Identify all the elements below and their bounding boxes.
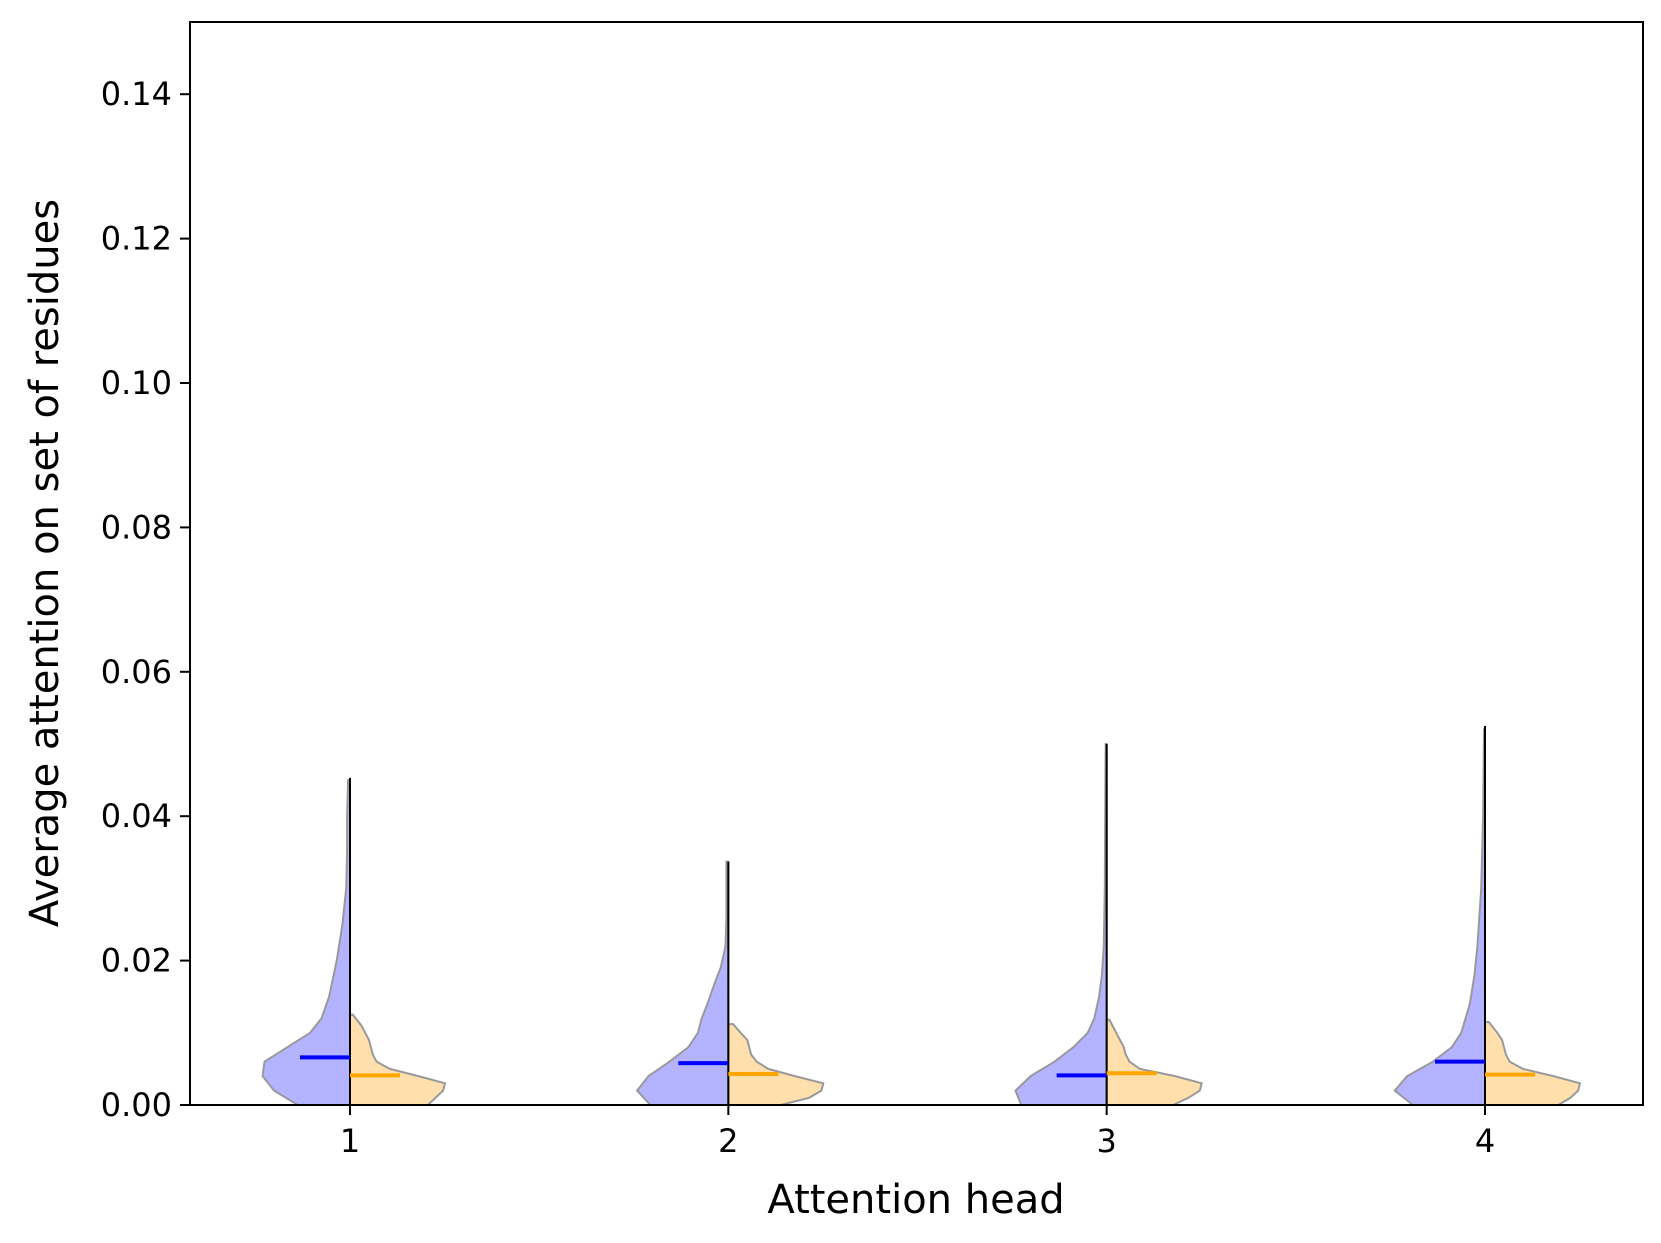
violin-left-half <box>1014 743 1108 1106</box>
y-axis-label: Average attention on set of residues <box>22 199 68 927</box>
x-axis-label: Attention head <box>767 1177 1064 1223</box>
violin-group <box>261 725 1582 1106</box>
violin-right-half <box>1484 1020 1582 1106</box>
y-tick-label: 0.06 <box>101 653 172 691</box>
x-axis: 1 2 3 4 <box>340 1105 1495 1160</box>
y-tick-label: 0.12 <box>101 220 172 258</box>
violin-left-half <box>635 860 730 1106</box>
violin-right-half <box>727 1023 825 1106</box>
violin-right-half <box>349 1013 447 1106</box>
y-axis: 0.00 0.02 0.04 0.06 0.08 0.10 0.12 0.14 <box>101 75 190 1124</box>
y-tick-label: 0.08 <box>101 508 172 546</box>
x-tick-label: 2 <box>718 1122 738 1160</box>
plot-frame <box>189 21 1644 1106</box>
y-tick-label: 0.00 <box>101 1086 172 1124</box>
x-tick-label: 3 <box>1096 1122 1116 1160</box>
y-tick-label: 0.10 <box>101 364 172 402</box>
violin-left-half <box>261 779 351 1106</box>
x-tick-label: 4 <box>1475 1122 1495 1160</box>
violin-right-half <box>1105 1018 1203 1106</box>
y-tick-label: 0.02 <box>101 942 172 980</box>
y-tick-label: 0.04 <box>101 797 172 835</box>
x-tick-label: 1 <box>340 1122 360 1160</box>
y-tick-label: 0.14 <box>101 75 172 113</box>
violin-left-half <box>1393 728 1486 1106</box>
